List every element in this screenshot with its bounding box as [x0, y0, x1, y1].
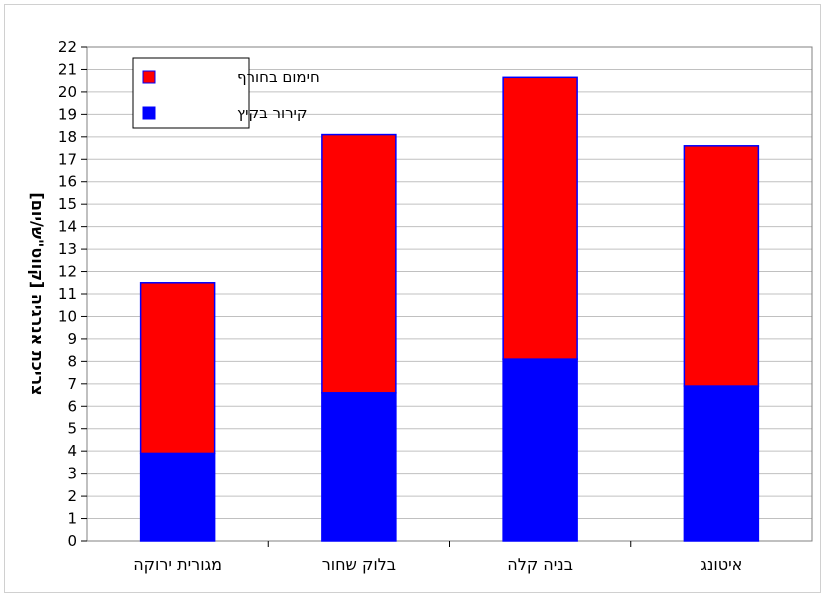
y-tick-label: 18 [58, 128, 77, 146]
y-tick-label: 11 [58, 285, 77, 303]
y-tick-label: 10 [58, 307, 77, 325]
legend: חימום בחורף קירור בקיץ [132, 57, 320, 129]
legend-label: קירור בקיץ [237, 104, 308, 122]
y-tick-label: 4 [67, 442, 77, 460]
y-axis-label: צריכת אנרגיה [קווט"ש/יום] [28, 192, 47, 395]
bars [139, 76, 760, 542]
y-tick-label: 3 [67, 465, 77, 483]
x-category-label: בלוק שחור [322, 555, 396, 574]
y-tick-label: 0 [67, 532, 77, 550]
y-tick-label: 6 [67, 397, 77, 415]
y-tick-label: 21 [58, 60, 77, 78]
x-category-label: איטונג [700, 555, 742, 574]
legend-swatch [142, 106, 156, 120]
y-tick-label: 13 [58, 240, 77, 258]
bar-segment [321, 133, 397, 394]
x-category-label: בניה קלה [507, 555, 573, 574]
y-tick-label: 1 [67, 510, 77, 528]
y-tick-label: 2 [67, 487, 77, 505]
bar-segment [683, 145, 760, 387]
y-tick-label: 20 [58, 83, 77, 101]
x-category-label: מגורית ירוקה [133, 555, 222, 574]
y-tick-label: 17 [58, 150, 77, 168]
y-tick-label: 16 [58, 173, 77, 191]
x-axis-categories: מגורית ירוקה בלוק שחור בניה קלה איטונג [133, 541, 742, 574]
y-tick-label: 14 [58, 218, 77, 236]
y-tick-label: 9 [67, 330, 77, 348]
y-tick-label: 8 [67, 352, 77, 370]
y-tick-label: 7 [67, 375, 77, 393]
bar-segment [139, 452, 216, 542]
legend-swatch [142, 70, 156, 84]
bar-segment [321, 392, 397, 542]
y-tick-label: 19 [58, 105, 77, 123]
y-tick-label: 12 [58, 263, 77, 281]
y-tick-label: 22 [58, 38, 77, 56]
bar-segment [683, 385, 760, 542]
y-tick-label: 15 [58, 195, 77, 213]
bar-segment [502, 358, 578, 542]
bar-segment [502, 76, 578, 360]
y-tick-label: 5 [67, 420, 77, 438]
legend-label: חימום בחורף [237, 68, 320, 86]
bar-segment [139, 282, 216, 455]
